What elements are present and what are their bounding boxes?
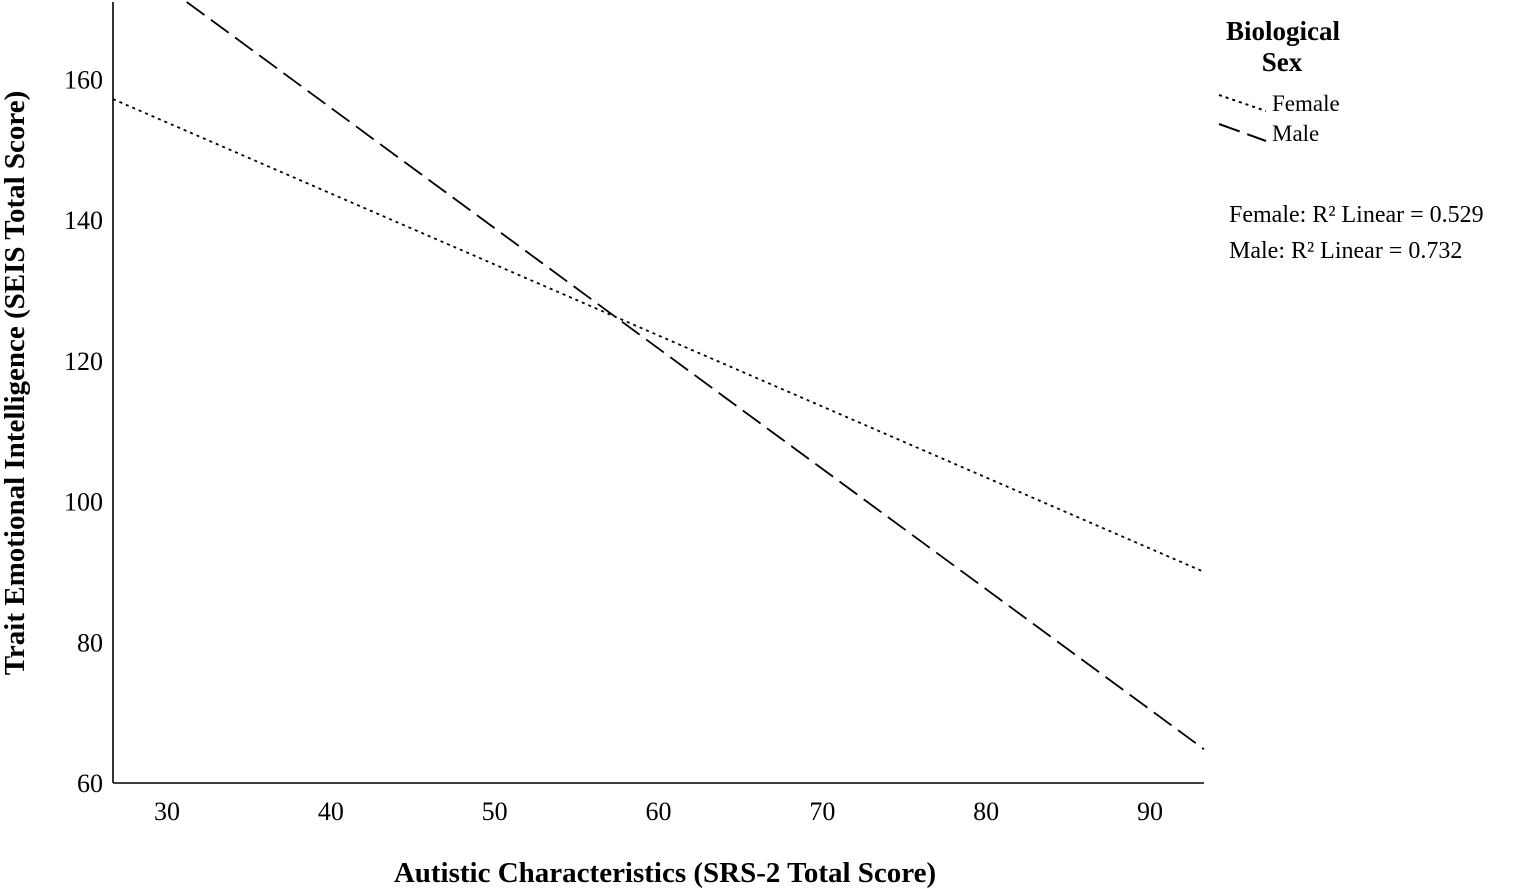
y-tick-labels: 60 80 100 120 140 160 xyxy=(64,65,103,798)
legend-male-swatch xyxy=(1218,123,1267,142)
x-tick-label: 40 xyxy=(318,797,344,826)
legend-title-line-1: Biological xyxy=(1226,16,1340,46)
legend-female-label: Female xyxy=(1272,91,1340,116)
legend-female-swatch xyxy=(1218,94,1267,112)
y-tick-label: 160 xyxy=(64,65,103,94)
x-tick-labels: 30 40 50 60 70 80 90 xyxy=(154,797,1163,826)
x-tick-label: 60 xyxy=(646,797,672,826)
legend-male-label: Male xyxy=(1272,121,1319,146)
series-line-female xyxy=(112,98,1205,573)
x-tick-label: 50 xyxy=(482,797,508,826)
y-tick-label: 80 xyxy=(77,628,103,657)
x-axis-title: Autistic Characteristics (SRS-2 Total Sc… xyxy=(394,857,936,889)
legend-title-line-2: Sex xyxy=(1262,47,1303,77)
series-layer xyxy=(112,1,1205,750)
x-tick-label: 80 xyxy=(973,797,999,826)
y-tick-label: 120 xyxy=(64,347,103,376)
female-r2-label: Female: R² Linear = 0.529 xyxy=(1229,202,1484,228)
y-tick-label: 140 xyxy=(64,206,103,235)
plot-area: 30 40 50 60 70 80 90 60 80 100 120 140 160 xyxy=(64,1,1205,826)
y-tick-label: 60 xyxy=(77,769,103,798)
x-tick-label: 90 xyxy=(1137,797,1163,826)
x-tick-label: 30 xyxy=(154,797,180,826)
x-tick-label: 70 xyxy=(809,797,835,826)
y-tick-label: 100 xyxy=(64,488,103,517)
series-line-male xyxy=(186,1,1205,750)
male-r2-label: Male: R² Linear = 0.732 xyxy=(1229,238,1462,264)
y-axis-title: Trait Emotional Intelligence (SEIS Total… xyxy=(0,91,31,676)
legend: Biological Sex Female Male xyxy=(1218,16,1340,146)
fit-statistics: Female: R² Linear = 0.529 Male: R² Linea… xyxy=(1229,202,1484,264)
